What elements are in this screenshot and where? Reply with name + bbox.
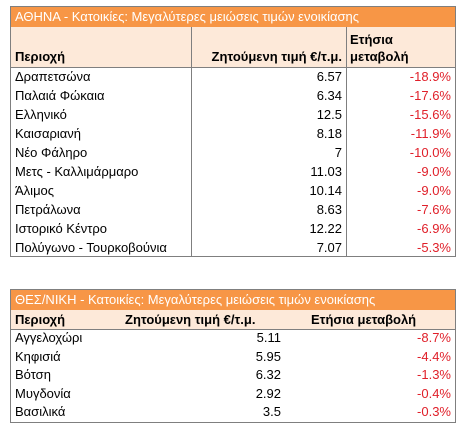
price-cell: 5.95 (255, 348, 281, 364)
price-cell: 2.92 (255, 385, 281, 401)
price-cell: 8.63 (316, 202, 342, 217)
price-cell: 7.07 (316, 240, 342, 255)
price-cell: 8.18 (316, 126, 342, 141)
table-row: Καισαριανή 8.18 -11.9% (11, 124, 455, 143)
area-column-header: Περιοχή (15, 49, 66, 64)
table-row: Παλαιά Φώκαια 6.34 -17.6% (11, 86, 455, 105)
table-row: Ιστορικό Κέντρο 12.22 -6.9% (11, 219, 455, 238)
athens-rent-table: ΑΘΗΝΑ - Κατοικίες: Μεγαλύτερες μειώσεις … (10, 6, 456, 257)
change-cell: -17.6% (409, 88, 451, 103)
price-cell: 5.11 (256, 330, 281, 345)
price-cell: 6.32 (255, 367, 281, 382)
table-row: Πολύγωνο - Τουρκοβούνια 7.07 -5.3% (11, 238, 455, 257)
area-cell: Νέο Φάληρο (15, 145, 88, 160)
table-row: Πετράλωνα 8.63 -7.6% (11, 200, 455, 219)
price-cell: 3.5 (262, 404, 281, 419)
area-cell: Πετράλωνα (15, 202, 81, 217)
thessaloniki-rent-table: ΘΕΣ/ΝΙΚΗ - Κατοικίες: Μεγαλύτερες μειώσε… (10, 289, 456, 423)
area-cell: Καισαριανή (15, 126, 81, 141)
thessaloniki-table-title: ΘΕΣ/ΝΙΚΗ - Κατοικίες: Μεγαλύτερες μειώσε… (11, 290, 455, 310)
price-column-header: Ζητούμενη τιμή €/τ.μ. (211, 49, 342, 64)
change-cell: -1.3% (417, 367, 451, 382)
table-row: Δραπετσώνα 6.57 -18.9% (11, 67, 455, 86)
athens-table-title: ΑΘΗΝΑ - Κατοικίες: Μεγαλύτερες μειώσεις … (11, 7, 455, 27)
area-cell: Βασιλικά (15, 404, 66, 419)
area-cell: Άλιμος (15, 183, 55, 198)
area-cell: Ιστορικό Κέντρο (15, 221, 108, 236)
price-cell: 10.14 (309, 183, 342, 198)
change-cell: -11.9% (410, 126, 451, 141)
change-cell: -10.0% (409, 145, 451, 160)
athens-header-row: Περιοχή Ζητούμενη τιμή €/τ.μ. Ετήσια μετ… (11, 27, 455, 67)
table-row: Μυγδονία 2.92 -0.4% (11, 385, 455, 404)
change-column-header: Ετήσια μεταβολή (346, 27, 455, 67)
price-cell: 11.03 (310, 164, 342, 179)
price-cell: 12.5 (316, 107, 342, 122)
area-cell: Πολύγωνο - Τουρκοβούνια (15, 240, 167, 255)
change-cell: -18.9% (409, 69, 451, 84)
area-cell: Μετς - Καλλιμάρμαρο (15, 164, 139, 179)
change-cell: -9.0% (417, 183, 451, 198)
change-cell: -5.3% (417, 240, 451, 255)
area-cell: Παλαιά Φώκαια (15, 88, 105, 103)
price-cell: 7 (334, 145, 342, 160)
change-column-header: Ετήσια μεταβολή (311, 312, 417, 327)
change-cell: -4.4% (417, 348, 451, 364)
table-row: Αγγελοχώρι 5.11 -8.7% (11, 329, 455, 348)
change-cell: -8.7% (417, 330, 451, 345)
change-cell: -6.9% (417, 221, 451, 236)
price-cell: 6.34 (316, 88, 342, 103)
price-cell: 12.22 (309, 221, 342, 236)
price-cell: 6.57 (316, 69, 342, 84)
table-row: Άλιμος 10.14 -9.0% (11, 181, 455, 200)
area-cell: Βότση (15, 367, 51, 382)
table-row: Βασιλικά 3.5 -0.3% (11, 403, 455, 422)
table-row: Ελληνικό 12.5 -15.6% (11, 105, 455, 124)
area-cell: Μυγδονία (15, 385, 71, 401)
change-cell: -9.0% (417, 164, 451, 179)
price-column-header: Ζητούμενη τιμή €/τ.μ. (125, 312, 256, 327)
change-header-line1: Ετήσια (350, 32, 393, 47)
area-column-header: Περιοχή (15, 312, 66, 327)
area-cell: Αγγελοχώρι (15, 330, 83, 345)
table-row: Βότση 6.32 -1.3% (11, 366, 455, 385)
table-row: Νέο Φάληρο 7 -10.0% (11, 143, 455, 162)
change-cell: -15.6% (409, 107, 451, 122)
area-cell: Κηφισιά (15, 348, 61, 364)
change-cell: -7.6% (417, 202, 451, 217)
area-cell: Ελληνικό (15, 107, 67, 122)
change-cell: -0.3% (417, 404, 451, 419)
table-row: Κηφισιά 5.95 -4.4% (11, 348, 455, 367)
change-header-line2: μεταβολή (350, 49, 409, 64)
athens-table-body: Δραπετσώνα 6.57 -18.9% Παλαιά Φώκαια 6.34 -17… (11, 67, 455, 257)
thessaloniki-header-row: Περιοχή Ζητούμενη τιμή €/τ.μ. Ετήσια μετ… (11, 310, 455, 329)
change-cell: -0.4% (417, 385, 451, 401)
thessaloniki-table-body: Αγγελοχώρι 5.11 -8.7% Κηφισιά 5.95 -4.4% Βότση… (11, 329, 455, 422)
table-row: Μετς - Καλλιμάρμαρο 11.03 -9.0% (11, 162, 455, 181)
area-cell: Δραπετσώνα (15, 69, 91, 84)
